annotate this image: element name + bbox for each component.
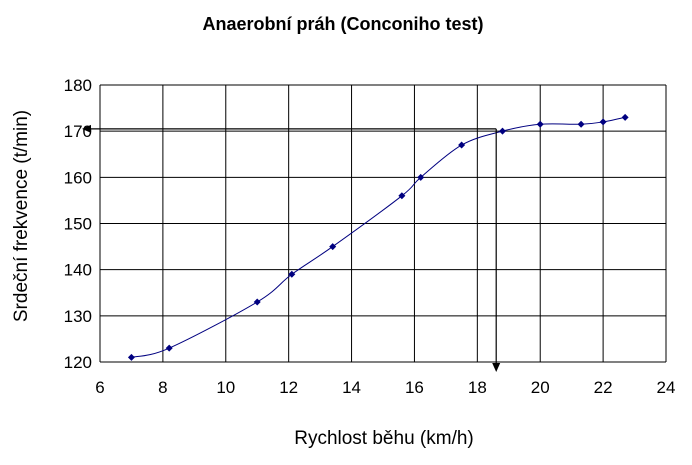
data-point bbox=[165, 344, 173, 352]
data-point bbox=[458, 141, 466, 149]
x-tick-label: 10 bbox=[216, 378, 235, 397]
data-points-layer bbox=[127, 113, 629, 361]
y-tick-label: 160 bbox=[64, 168, 92, 187]
x-tick-label: 22 bbox=[594, 378, 613, 397]
y-tick-label: 140 bbox=[64, 261, 92, 280]
trend-curve bbox=[131, 116, 626, 358]
x-tick-label: 20 bbox=[531, 378, 550, 397]
data-point bbox=[127, 353, 135, 361]
data-point bbox=[577, 120, 585, 128]
data-point bbox=[599, 118, 607, 126]
data-point bbox=[621, 113, 629, 121]
y-tick-label: 170 bbox=[64, 122, 92, 141]
x-tick-label: 8 bbox=[158, 378, 167, 397]
x-axis-label: Rychlost běhu (km/h) bbox=[294, 428, 474, 449]
y-tick-label: 130 bbox=[64, 307, 92, 326]
data-point bbox=[329, 243, 337, 251]
speed-arrow-head bbox=[492, 363, 501, 372]
threshold-arrows bbox=[82, 124, 501, 372]
trend-curve-layer bbox=[131, 116, 626, 358]
x-tick-label: 16 bbox=[405, 378, 424, 397]
data-point bbox=[398, 192, 406, 200]
x-tick-label: 18 bbox=[468, 378, 487, 397]
x-axis-ticks: 6 8 10 12 14 16 18 20 22 24 bbox=[95, 378, 675, 397]
data-point bbox=[498, 127, 506, 135]
data-point bbox=[253, 298, 261, 306]
x-tick-label: 14 bbox=[342, 378, 361, 397]
data-point bbox=[536, 120, 544, 128]
data-point bbox=[417, 173, 425, 181]
data-point bbox=[288, 270, 296, 278]
x-tick-label: 24 bbox=[657, 378, 676, 397]
y-axis-label: Srdeční frekvence (t/min) bbox=[11, 110, 32, 322]
x-tick-label: 12 bbox=[279, 378, 298, 397]
y-tick-label: 180 bbox=[64, 76, 92, 95]
y-tick-label: 150 bbox=[64, 215, 92, 234]
heart-rate-arrow-head bbox=[82, 124, 91, 133]
y-tick-label: 120 bbox=[64, 353, 92, 372]
grid-lines bbox=[99, 84, 667, 363]
y-axis-ticks: 120 130 140 150 160 170 180 bbox=[64, 76, 92, 372]
chart-title: Anaerobní práh (Conconiho test) bbox=[203, 14, 484, 34]
x-tick-label: 6 bbox=[95, 378, 104, 397]
